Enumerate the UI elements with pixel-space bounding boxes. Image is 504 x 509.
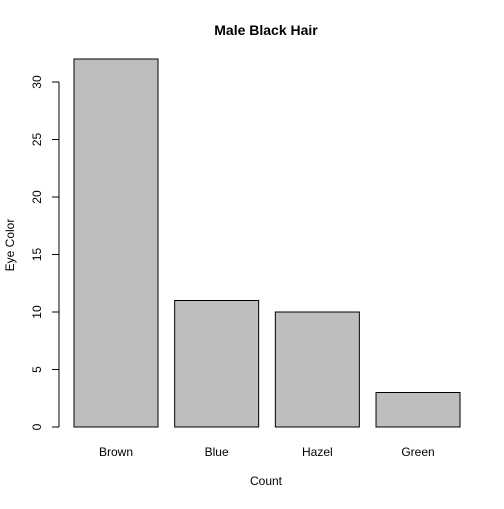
x-tick-label-hazel: Hazel: [302, 445, 333, 459]
chart-title: Male Black Hair: [214, 22, 318, 38]
y-tick-label: 5: [30, 366, 44, 373]
bars-layer: [73, 58, 461, 428]
y-axis-label: Eye Color: [3, 219, 17, 272]
x-tick-label-blue: Blue: [205, 445, 229, 459]
bar-blue: [174, 300, 260, 428]
bar-hazel: [274, 311, 360, 428]
x-axis-label: Count: [250, 474, 283, 488]
x-tick-label-brown: Brown: [99, 445, 133, 459]
bar-green: [375, 392, 461, 428]
y-axis: 0 5 10 15 20 25 30: [30, 75, 60, 430]
bar-brown: [73, 58, 159, 428]
y-tick-label: 20: [30, 190, 44, 204]
y-tick-label: 0: [30, 423, 44, 430]
y-tick-label: 10: [30, 305, 44, 319]
y-tick-label: 25: [30, 133, 44, 147]
y-tick-label: 15: [30, 248, 44, 262]
x-tick-label-green: Green: [401, 445, 434, 459]
y-tick-label: 30: [30, 75, 44, 89]
x-tick-labels: Brown Blue Hazel Green: [99, 445, 435, 459]
